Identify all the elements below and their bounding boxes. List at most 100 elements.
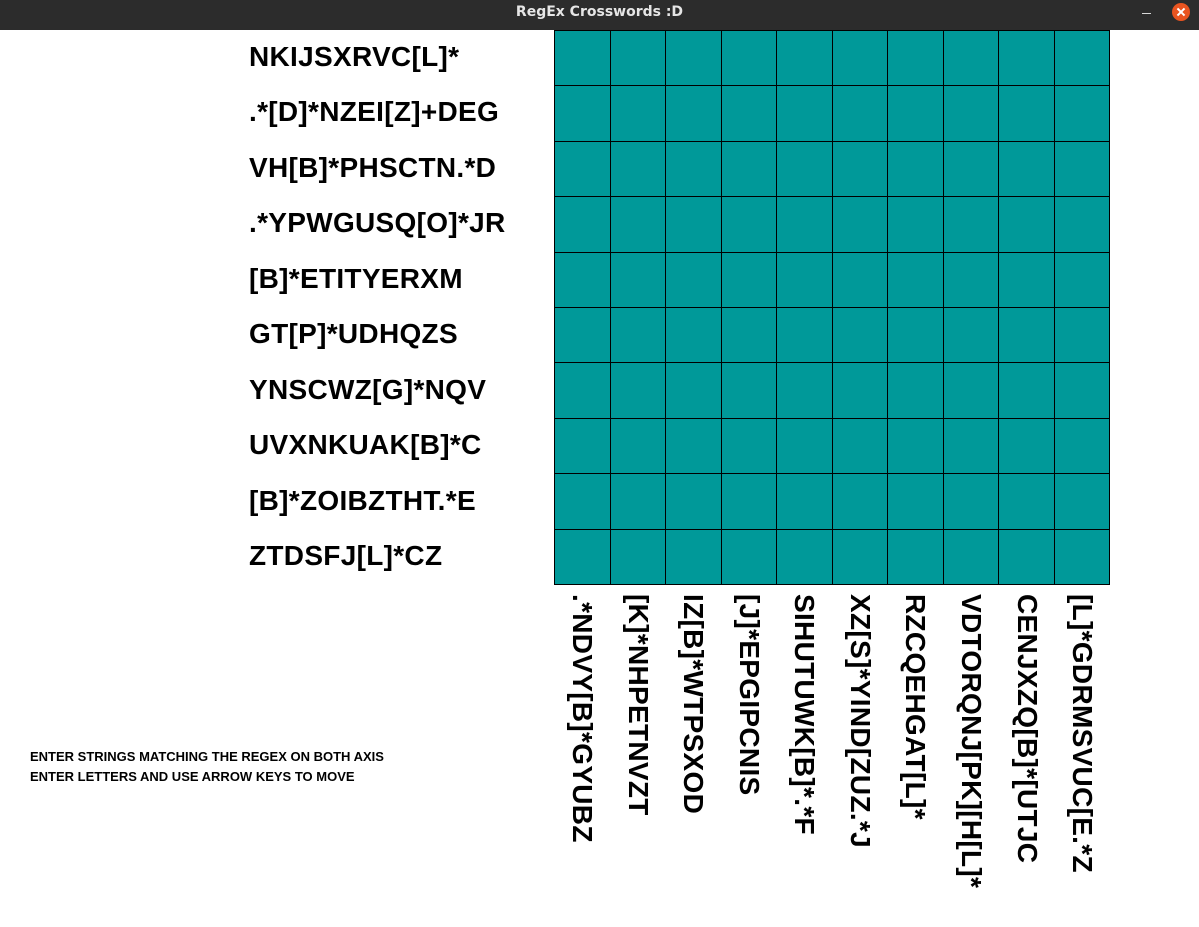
grid-cell-r2-c2[interactable]	[610, 86, 665, 141]
grid-cell-r5-c7[interactable]	[888, 252, 943, 307]
grid-cell-r10-c3[interactable]	[666, 529, 721, 584]
grid-cell-r9-c2[interactable]	[610, 474, 665, 529]
grid-cell-r7-c6[interactable]	[832, 363, 887, 418]
grid-cell-r6-c1[interactable]	[555, 308, 610, 363]
grid-cell-r3-c3[interactable]	[666, 141, 721, 197]
grid-cell-r7-c9[interactable]	[999, 363, 1054, 418]
grid-cell-r8-c9[interactable]	[999, 418, 1054, 474]
grid-cell-r5-c3[interactable]	[666, 252, 721, 307]
grid-cell-r5-c8[interactable]	[943, 252, 998, 307]
grid-cell-r4-c9[interactable]	[999, 197, 1054, 252]
grid-cell-r6-c8[interactable]	[943, 308, 998, 363]
grid-cell-r1-c7[interactable]	[888, 31, 943, 86]
grid-cell-r3-c1[interactable]	[555, 141, 610, 197]
grid-cell-r9-c6[interactable]	[832, 474, 887, 529]
grid-cell-r9-c10[interactable]	[1054, 474, 1109, 529]
grid-cell-r5-c9[interactable]	[999, 252, 1054, 307]
grid-cell-r4-c3[interactable]	[666, 197, 721, 252]
grid-cell-r3-c2[interactable]	[610, 141, 665, 197]
close-icon[interactable]	[1172, 3, 1190, 21]
grid-cell-r2-c5[interactable]	[777, 86, 832, 141]
grid-cell-r2-c7[interactable]	[888, 86, 943, 141]
grid-cell-r7-c3[interactable]	[666, 363, 721, 418]
grid-cell-r10-c8[interactable]	[943, 529, 998, 584]
grid-cell-r6-c4[interactable]	[721, 308, 776, 363]
grid-cell-r9-c8[interactable]	[943, 474, 998, 529]
grid-cell-r8-c4[interactable]	[721, 418, 776, 474]
grid-cell-r6-c7[interactable]	[888, 308, 943, 363]
grid-cell-r8-c2[interactable]	[610, 418, 665, 474]
grid-cell-r1-c3[interactable]	[666, 31, 721, 86]
grid-cell-r9-c5[interactable]	[777, 474, 832, 529]
grid-cell-r1-c2[interactable]	[610, 31, 665, 86]
grid-cell-r7-c1[interactable]	[555, 363, 610, 418]
grid-cell-r3-c9[interactable]	[999, 141, 1054, 197]
grid-cell-r8-c1[interactable]	[555, 418, 610, 474]
grid-cell-r10-c7[interactable]	[888, 529, 943, 584]
grid-cell-r4-c6[interactable]	[832, 197, 887, 252]
grid-cell-r9-c1[interactable]	[555, 474, 610, 529]
grid-cell-r1-c10[interactable]	[1054, 31, 1109, 86]
grid-cell-r9-c4[interactable]	[721, 474, 776, 529]
grid-cell-r2-c9[interactable]	[999, 86, 1054, 141]
grid-cell-r5-c2[interactable]	[610, 252, 665, 307]
grid-cell-r2-c4[interactable]	[721, 86, 776, 141]
grid-cell-r2-c10[interactable]	[1054, 86, 1109, 141]
grid-cell-r4-c10[interactable]	[1054, 197, 1109, 252]
grid-cell-r1-c8[interactable]	[943, 31, 998, 86]
grid-cell-r10-c5[interactable]	[777, 529, 832, 584]
grid-cell-r3-c5[interactable]	[777, 141, 832, 197]
grid-cell-r7-c5[interactable]	[777, 363, 832, 418]
grid-cell-r2-c3[interactable]	[666, 86, 721, 141]
grid-cell-r8-c5[interactable]	[777, 418, 832, 474]
grid-cell-r3-c7[interactable]	[888, 141, 943, 197]
grid-cell-r8-c8[interactable]	[943, 418, 998, 474]
grid-cell-r7-c8[interactable]	[943, 363, 998, 418]
grid-cell-r4-c8[interactable]	[943, 197, 998, 252]
grid-cell-r5-c5[interactable]	[777, 252, 832, 307]
grid-cell-r5-c4[interactable]	[721, 252, 776, 307]
grid-cell-r4-c1[interactable]	[555, 197, 610, 252]
grid-cell-r6-c9[interactable]	[999, 308, 1054, 363]
grid-cell-r8-c3[interactable]	[666, 418, 721, 474]
grid-cell-r8-c10[interactable]	[1054, 418, 1109, 474]
grid-cell-r6-c6[interactable]	[832, 308, 887, 363]
grid-cell-r3-c4[interactable]	[721, 141, 776, 197]
grid-cell-r6-c5[interactable]	[777, 308, 832, 363]
grid-cell-r6-c2[interactable]	[610, 308, 665, 363]
grid-cell-r1-c5[interactable]	[777, 31, 832, 86]
grid-cell-r7-c4[interactable]	[721, 363, 776, 418]
grid-cell-r1-c6[interactable]	[832, 31, 887, 86]
grid-cell-r1-c1[interactable]	[555, 31, 610, 86]
grid-cell-r9-c7[interactable]	[888, 474, 943, 529]
grid-cell-r10-c2[interactable]	[610, 529, 665, 584]
grid-cell-r8-c6[interactable]	[832, 418, 887, 474]
grid-cell-r4-c2[interactable]	[610, 197, 665, 252]
grid-cell-r10-c1[interactable]	[555, 529, 610, 584]
grid-cell-r3-c10[interactable]	[1054, 141, 1109, 197]
grid-cell-r10-c10[interactable]	[1054, 529, 1109, 584]
grid-cell-r3-c6[interactable]	[832, 141, 887, 197]
grid-cell-r4-c5[interactable]	[777, 197, 832, 252]
minimize-icon[interactable]	[1137, 5, 1157, 21]
grid-cell-r7-c7[interactable]	[888, 363, 943, 418]
grid-cell-r6-c3[interactable]	[666, 308, 721, 363]
grid-cell-r2-c6[interactable]	[832, 86, 887, 141]
grid-cell-r10-c4[interactable]	[721, 529, 776, 584]
grid-cell-r5-c10[interactable]	[1054, 252, 1109, 307]
grid-cell-r5-c1[interactable]	[555, 252, 610, 307]
grid-cell-r5-c6[interactable]	[832, 252, 887, 307]
grid-cell-r10-c6[interactable]	[832, 529, 887, 584]
grid-cell-r4-c7[interactable]	[888, 197, 943, 252]
grid-cell-r1-c4[interactable]	[721, 31, 776, 86]
grid-cell-r6-c10[interactable]	[1054, 308, 1109, 363]
grid-cell-r4-c4[interactable]	[721, 197, 776, 252]
grid-cell-r3-c8[interactable]	[943, 141, 998, 197]
grid-cell-r7-c10[interactable]	[1054, 363, 1109, 418]
grid-cell-r8-c7[interactable]	[888, 418, 943, 474]
grid-cell-r2-c8[interactable]	[943, 86, 998, 141]
grid-cell-r1-c9[interactable]	[999, 31, 1054, 86]
grid-cell-r9-c3[interactable]	[666, 474, 721, 529]
grid-cell-r2-c1[interactable]	[555, 86, 610, 141]
grid-cell-r7-c2[interactable]	[610, 363, 665, 418]
